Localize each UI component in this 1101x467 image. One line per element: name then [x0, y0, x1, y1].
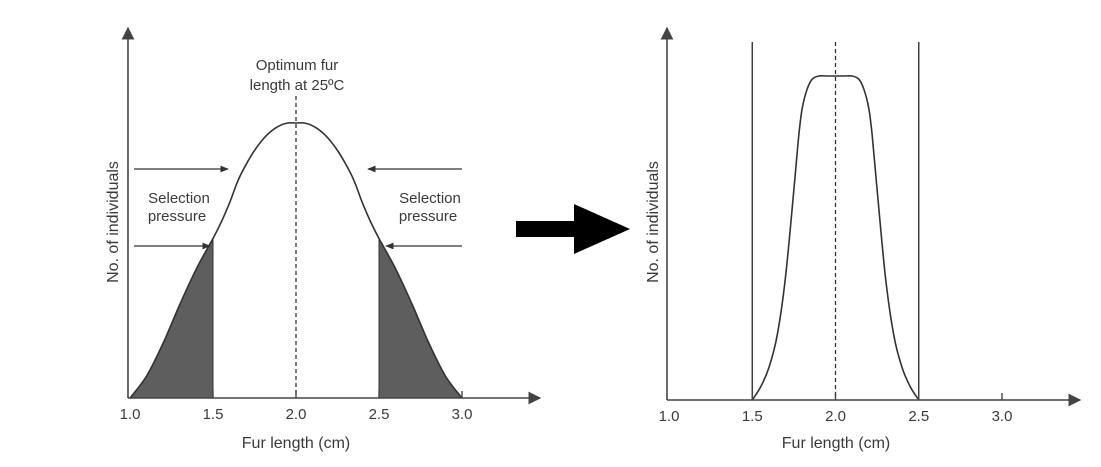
x-tick-label: 1.0: [659, 408, 680, 425]
selection-pressure-left-line1: Selection: [148, 190, 210, 207]
x-tick-label: 3.0: [992, 408, 1013, 425]
selection-pressure-left-line2: pressure: [148, 208, 206, 225]
shaded-regions: [128, 236, 464, 399]
distribution-curve-before: [129, 121, 463, 399]
x-ticks-after: 1.0 1.5 2.0 2.5 3.0: [659, 393, 1013, 425]
x-tick-label: 2.5: [369, 406, 390, 423]
x-ticks: 1.0 1.5 2.0 2.5 3.0: [120, 391, 473, 423]
y-axis-title: No. of individuals: [105, 161, 122, 283]
x-axis-title: Fur length (cm): [242, 435, 350, 452]
x-tick-label: 1.0: [120, 406, 141, 423]
x-tick-label: 3.0: [452, 406, 473, 423]
selection-pressure-right-line1: Selection: [399, 190, 461, 207]
x-tick-label: 2.0: [825, 408, 846, 425]
y-axis-title-after: No. of individuals: [645, 161, 662, 283]
x-tick-label: 1.5: [203, 406, 224, 423]
selection-pressure-right-line2: pressure: [399, 208, 457, 225]
x-tick-label: 1.5: [742, 408, 763, 425]
chart-before: 1.0 1.5 2.0 2.5 3.0 Fur length (cm) No. of i…: [105, 26, 542, 452]
x-axis-title-after: Fur length (cm): [782, 435, 890, 452]
optimum-label-line2: length at 25ºC: [250, 77, 345, 94]
x-tick-label: 2.5: [908, 408, 929, 425]
distribution-curve-after: [751, 74, 920, 401]
transition-arrow-icon: [516, 204, 630, 254]
optimum-label-line1: Optimum fur: [256, 57, 339, 74]
x-tick-label: 2.0: [286, 406, 307, 423]
chart-after: 1.0 1.5 2.0 2.5 3.0 Fur length (cm) No. of i…: [645, 26, 1082, 452]
